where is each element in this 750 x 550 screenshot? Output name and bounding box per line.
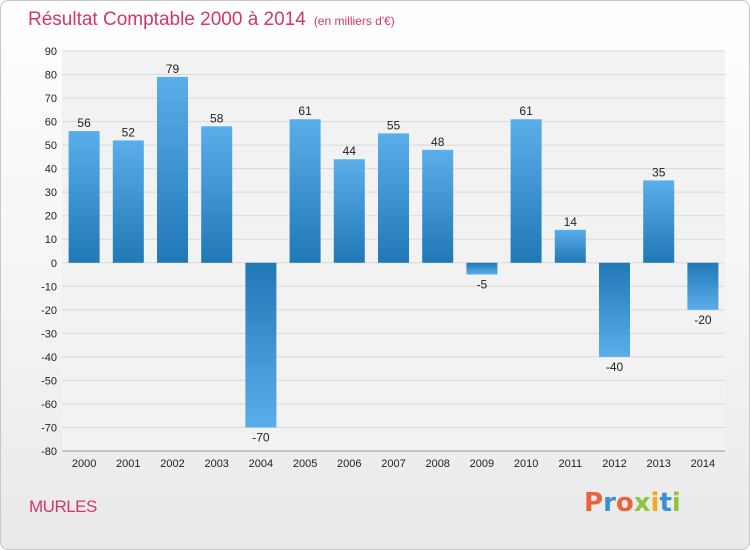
chart-title: Résultat Comptable 2000 à 2014 (en millie… (28, 9, 395, 31)
x-tick-label: 2001 (116, 458, 140, 470)
logo-letter: r (603, 488, 616, 518)
y-tick-label: -30 (41, 328, 57, 340)
data-label: 56 (77, 116, 91, 130)
data-label: -70 (252, 430, 270, 444)
logo-letter: t (659, 488, 672, 518)
y-tick-label: 50 (45, 140, 57, 152)
y-tick-label: 80 (45, 70, 57, 82)
x-tick-label: 2010 (514, 458, 538, 470)
bar (289, 119, 321, 263)
x-tick-label: 2004 (249, 458, 273, 470)
data-label: 61 (298, 104, 312, 118)
y-tick-label: 30 (45, 187, 57, 199)
bar (687, 262, 719, 310)
chart-subtitle: (en milliers d'€) (313, 14, 395, 28)
data-label: 48 (431, 135, 445, 149)
data-label: 79 (166, 62, 180, 76)
x-tick-label: 2009 (470, 458, 494, 470)
data-label: 61 (519, 104, 533, 118)
x-tick-label: 2007 (381, 458, 405, 470)
bar (201, 126, 233, 263)
logo-letter: i (650, 488, 660, 518)
data-label: -20 (694, 313, 712, 327)
logo-letter: x (633, 488, 651, 518)
data-label: 44 (343, 144, 357, 158)
y-tick-label: 40 (45, 164, 57, 176)
y-tick-label: 70 (45, 93, 57, 105)
y-tick-label: 20 (45, 211, 57, 223)
bar (422, 149, 454, 263)
bar (245, 262, 277, 428)
bar (68, 131, 100, 263)
x-tick-label: 2011 (558, 458, 582, 470)
x-tick-label: 2014 (691, 458, 715, 470)
y-tick-label: -40 (41, 352, 57, 364)
bar (643, 180, 675, 263)
data-label: 58 (210, 111, 224, 125)
logo-letter: P (584, 488, 604, 518)
bar (466, 262, 498, 275)
proxiti-logo: Proxiti (584, 488, 681, 518)
bar (599, 262, 630, 357)
y-tick-label: -50 (41, 375, 57, 387)
data-label: 35 (652, 165, 666, 179)
bar (157, 76, 188, 263)
y-tick-label: -20 (41, 305, 57, 317)
bar (112, 140, 144, 263)
y-tick-label: 0 (51, 258, 57, 270)
logo-letter: o (615, 488, 634, 518)
x-tick-label: 2013 (646, 458, 670, 470)
x-tick-label: 2005 (293, 458, 317, 470)
x-tick-label: 2000 (72, 458, 96, 470)
bar (333, 159, 365, 263)
bar (554, 229, 586, 263)
bar (378, 133, 409, 263)
x-tick-label: 2008 (425, 458, 449, 470)
y-tick-label: 10 (45, 234, 57, 246)
logo-letter: i (671, 488, 681, 518)
x-tick-label: 2003 (204, 458, 228, 470)
data-label: -40 (606, 360, 624, 374)
x-tick-label: 2002 (160, 458, 184, 470)
x-tick-label: 2006 (337, 458, 361, 470)
y-tick-label: -10 (41, 281, 57, 293)
y-tick-label: -70 (41, 422, 57, 434)
y-tick-label: -60 (41, 399, 57, 411)
x-tick-label: 2012 (602, 458, 626, 470)
data-label: 55 (387, 118, 401, 132)
y-tick-label: -80 (41, 446, 57, 458)
data-label: 14 (564, 215, 578, 229)
y-tick-label: 90 (45, 46, 57, 58)
chart-title-text: Résultat Comptable 2000 à 2014 (28, 9, 306, 30)
bar (510, 119, 542, 263)
y-tick-label: 60 (45, 117, 57, 129)
data-label: 52 (122, 125, 136, 139)
town-name: MURLES (29, 497, 97, 516)
data-label: -5 (477, 278, 488, 292)
